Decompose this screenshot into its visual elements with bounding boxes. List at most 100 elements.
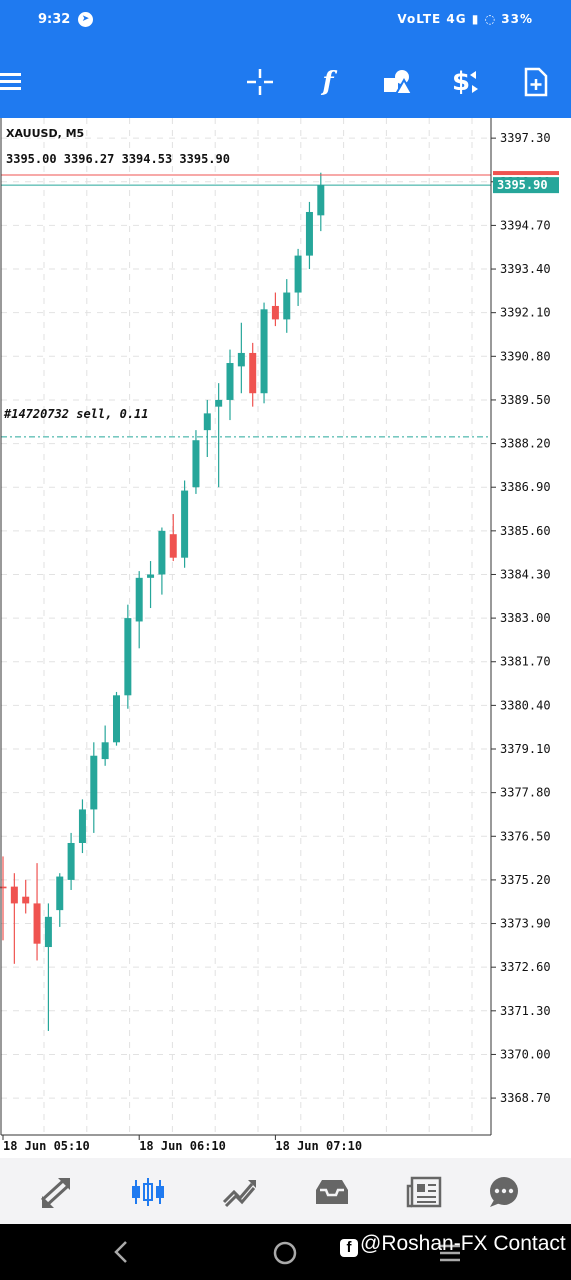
candle: [33, 863, 41, 961]
candle: [22, 879, 30, 914]
candle: [260, 302, 268, 404]
price-chart[interactable]: 3397.303396.003394.703393.403392.103390.…: [0, 118, 571, 1158]
y-tick-label: 3384.30: [500, 567, 551, 581]
recents-icon[interactable]: [438, 1242, 462, 1268]
y-tick-label: 3373.90: [500, 917, 551, 931]
function-icon[interactable]: f: [322, 67, 334, 97]
y-tick-label: 3380.40: [500, 698, 551, 712]
x-tick-label: 18 Jun 07:10: [275, 1139, 362, 1153]
candle: [169, 514, 177, 562]
battery-icon: ◌: [484, 12, 497, 26]
candle: [203, 399, 211, 457]
candle-body: [33, 903, 41, 944]
candle: [113, 691, 120, 746]
y-tick-label: 3393.40: [500, 262, 551, 276]
app-top-bar: 9:32 ➤ VoLTE 4G ▮ ◌ 33% f $: [0, 0, 571, 118]
home-icon[interactable]: [272, 1240, 298, 1270]
trade-icon[interactable]: [218, 1172, 262, 1212]
candle: [90, 742, 98, 833]
bid-price-label: 3395.90: [497, 178, 548, 192]
order-line-label[interactable]: #14720732 sell, 0.11: [3, 407, 149, 421]
candle-body: [101, 742, 109, 760]
candle: [101, 725, 109, 766]
y-tick-label: 3383.00: [500, 611, 551, 625]
telegram-icon: ➤: [78, 12, 93, 27]
candle-body: [67, 842, 75, 880]
candle: [283, 279, 291, 333]
watermark-text: @Roshan-FX Contact: [360, 1232, 566, 1255]
y-tick-label: 3392.10: [500, 306, 551, 320]
battery-level: 33%: [501, 12, 533, 26]
new-order-icon[interactable]: [516, 62, 556, 102]
candle-body: [237, 352, 245, 367]
candle: [78, 799, 86, 854]
candle-body: [56, 876, 64, 911]
y-tick-label: 3397.30: [500, 131, 551, 145]
candle: [215, 383, 223, 488]
bottom-navigation: [0, 1158, 571, 1224]
back-icon[interactable]: [110, 1238, 130, 1270]
quotes-icon[interactable]: [34, 1172, 78, 1212]
candle-body: [181, 490, 189, 558]
y-tick-label: 3376.50: [500, 829, 551, 843]
candle-body: [90, 755, 98, 810]
candle-body: [260, 309, 268, 394]
candle-body: [317, 185, 325, 216]
status-indicators: VoLTE 4G ▮ ◌ 33%: [397, 12, 533, 26]
chart-icon[interactable]: [126, 1172, 170, 1212]
y-tick-label: 3381.70: [500, 655, 551, 669]
candle: [56, 873, 64, 927]
chat-icon[interactable]: [482, 1172, 526, 1212]
watermark: f @Roshan-FX Contact: [340, 1232, 566, 1257]
currency-icon[interactable]: $: [446, 62, 486, 102]
x-tick-label: 18 Jun 05:10: [3, 1139, 90, 1153]
candle: [226, 349, 234, 421]
status-time: 9:32: [38, 12, 71, 27]
candle-body: [44, 916, 52, 948]
candle-body: [10, 886, 18, 904]
candlestick-chart[interactable]: 3397.303396.003394.703393.403392.103390.…: [0, 118, 571, 1158]
network-indicator: VoLTE 4G: [397, 12, 467, 26]
candle-body: [158, 530, 166, 575]
facebook-icon: f: [340, 1239, 358, 1257]
history-icon[interactable]: [310, 1172, 354, 1212]
news-icon[interactable]: [402, 1172, 446, 1212]
hamburger-icon[interactable]: [0, 62, 32, 102]
candle: [317, 172, 325, 232]
candle: [0, 856, 7, 941]
candle-body: [113, 695, 120, 743]
y-tick-label: 3377.80: [500, 786, 551, 800]
candle-body: [147, 574, 155, 578]
system-navigation-bar: [0, 1224, 571, 1280]
y-tick-label: 3370.00: [500, 1047, 551, 1061]
candle-body: [22, 896, 30, 904]
y-tick-label: 3385.60: [500, 524, 551, 538]
y-tick-label: 3386.90: [500, 480, 551, 494]
candle-body: [0, 886, 7, 889]
x-tick-label: 18 Jun 06:10: [139, 1139, 226, 1153]
symbol-timeframe: XAUUSD, M5: [6, 127, 84, 140]
candle: [44, 903, 52, 1031]
candle-body: [294, 255, 302, 293]
candle: [135, 571, 143, 649]
candle-body: [124, 618, 132, 696]
candle-body: [215, 399, 223, 407]
candle-body: [169, 534, 177, 558]
crosshair-icon[interactable]: [240, 62, 280, 102]
candle: [67, 832, 75, 890]
signal-icon: ▮: [471, 12, 480, 26]
y-tick-label: 3388.20: [500, 437, 551, 451]
y-tick-label: 3394.70: [500, 218, 551, 232]
y-tick-label: 3375.20: [500, 873, 551, 887]
y-tick-label: 3372.60: [500, 960, 551, 974]
candle-body: [283, 292, 291, 320]
candle: [271, 292, 279, 327]
candle-body: [249, 352, 257, 394]
y-tick-label: 3390.80: [500, 349, 551, 363]
candle: [192, 430, 200, 494]
ohlc-readout: 3395.00 3396.27 3394.53 3395.90: [6, 152, 230, 166]
y-tick-label: 3389.50: [500, 393, 551, 407]
shapes-icon[interactable]: [378, 62, 418, 102]
candle-body: [135, 577, 143, 622]
candle: [305, 201, 313, 270]
